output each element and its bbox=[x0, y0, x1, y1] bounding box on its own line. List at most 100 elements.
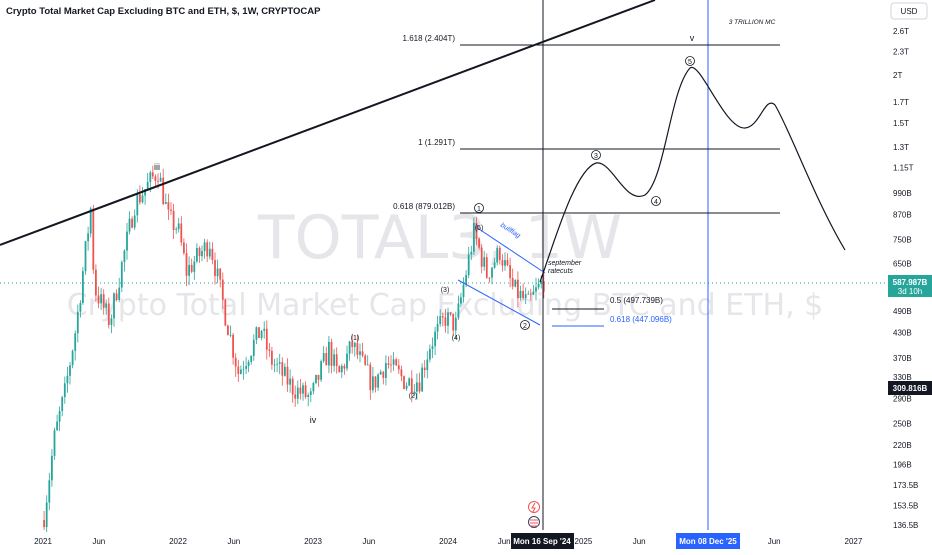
candle-up bbox=[126, 232, 128, 251]
candle-down bbox=[292, 379, 294, 395]
candle-up bbox=[64, 383, 66, 397]
candle-up bbox=[61, 397, 63, 411]
candle-down bbox=[442, 316, 444, 317]
candle-up bbox=[315, 375, 317, 383]
wave-circle-5: 5 bbox=[686, 57, 695, 67]
fib-label-05: 0.5 (497.739B) bbox=[610, 296, 663, 305]
candle-up bbox=[160, 178, 162, 182]
candle-down bbox=[481, 248, 483, 267]
candle-up bbox=[263, 329, 265, 331]
svg-text:2: 2 bbox=[523, 323, 527, 330]
candle-down bbox=[364, 356, 366, 365]
candle-down bbox=[336, 354, 338, 366]
candle-down bbox=[173, 211, 175, 230]
candle-down bbox=[157, 181, 159, 182]
price-tick-label: 870B bbox=[893, 211, 912, 220]
candle-up bbox=[178, 224, 180, 230]
candle-down bbox=[401, 370, 403, 377]
candle-down bbox=[199, 248, 201, 256]
candle-down bbox=[369, 365, 371, 391]
candle-up bbox=[367, 365, 369, 366]
candle-up bbox=[341, 366, 343, 372]
time-tick-label: 2021 bbox=[34, 537, 52, 546]
september-note-line2: ratecuts bbox=[548, 268, 573, 275]
candle-up bbox=[520, 291, 522, 298]
price-tick-label: 2T bbox=[893, 71, 902, 80]
candle-down bbox=[92, 209, 94, 270]
candle-down bbox=[445, 317, 447, 326]
wave-label-2: (2) bbox=[409, 393, 418, 400]
price-tick-label: 220B bbox=[893, 441, 912, 450]
candle-down bbox=[191, 265, 193, 272]
candle-up bbox=[121, 262, 123, 288]
candle-down bbox=[131, 219, 133, 228]
candle-up bbox=[313, 383, 315, 391]
candle-down bbox=[388, 363, 390, 365]
time-tick-label: Jun bbox=[362, 537, 375, 546]
september-note-line1: september bbox=[548, 260, 582, 267]
wave-label-v: v bbox=[690, 33, 695, 43]
event-lightning-icon[interactable] bbox=[529, 502, 540, 513]
candle-up bbox=[85, 241, 87, 271]
candle-down bbox=[139, 194, 141, 202]
candle-down bbox=[212, 249, 214, 260]
candle-down bbox=[351, 342, 353, 348]
candle-up bbox=[59, 411, 61, 422]
wave-circle-2: 2 bbox=[521, 321, 530, 331]
target-note: 3 TRILLION MC bbox=[729, 19, 776, 26]
candle-up bbox=[504, 260, 506, 266]
highlight-date-label: Mon 08 Dec '25 bbox=[679, 537, 737, 546]
candle-down bbox=[294, 395, 296, 399]
candle-up bbox=[147, 182, 149, 189]
candle-down bbox=[318, 375, 320, 380]
candle-up bbox=[346, 354, 348, 369]
price-tick-label: 750B bbox=[893, 235, 912, 244]
candle-up bbox=[188, 265, 190, 276]
candle-down bbox=[281, 362, 283, 376]
candle-down bbox=[522, 291, 524, 298]
candle-down bbox=[237, 367, 239, 374]
currency-button[interactable]: USD bbox=[891, 3, 927, 19]
time-tick-label: 2027 bbox=[845, 537, 863, 546]
price-tick-label: 490B bbox=[893, 307, 912, 316]
candle-up bbox=[429, 349, 431, 359]
wave-circle-1: 1 bbox=[475, 204, 484, 214]
fib-label-0618: 0.618 (879.012B) bbox=[393, 202, 455, 211]
candle-up bbox=[333, 354, 335, 366]
candle-up bbox=[175, 229, 177, 230]
candle-down bbox=[450, 312, 452, 314]
candle-up bbox=[527, 294, 529, 295]
candle-up bbox=[256, 327, 258, 340]
candle-up bbox=[77, 312, 79, 334]
candle-down bbox=[162, 178, 164, 204]
candle-up bbox=[494, 263, 496, 268]
candle-up bbox=[279, 362, 281, 364]
candle-down bbox=[395, 359, 397, 365]
candle-up bbox=[129, 219, 131, 232]
candle-up bbox=[465, 275, 467, 285]
candle-up bbox=[437, 324, 439, 332]
crosshair-price-label: 309.816B bbox=[893, 384, 928, 393]
price-tick-label: 990B bbox=[893, 189, 912, 198]
candle-down bbox=[338, 366, 340, 372]
price-tick-label: 1.3T bbox=[893, 143, 909, 152]
event-us-flag-icon[interactable] bbox=[529, 517, 540, 528]
candle-up bbox=[377, 375, 379, 388]
wave-label-iv: iv bbox=[310, 415, 317, 425]
time-tick-label: Jun bbox=[227, 537, 240, 546]
candle-up bbox=[460, 297, 462, 303]
wave-label-1: (1) bbox=[351, 335, 360, 342]
candle-down bbox=[507, 260, 509, 265]
price-tick-label: 1.15T bbox=[893, 164, 914, 173]
candle-up bbox=[54, 430, 56, 456]
candle-down bbox=[170, 210, 172, 211]
price-tick-label: 153.5B bbox=[893, 501, 918, 510]
candle-down bbox=[232, 335, 234, 358]
fib-label-0618-low: 0.618 (447.096B) bbox=[610, 315, 672, 324]
candle-up bbox=[193, 262, 195, 272]
price-tick-label: 430B bbox=[893, 329, 912, 338]
crosshair-price-badge: 309.816B bbox=[888, 381, 932, 395]
candle-down bbox=[271, 351, 273, 365]
time-tick-label: 2024 bbox=[439, 537, 457, 546]
